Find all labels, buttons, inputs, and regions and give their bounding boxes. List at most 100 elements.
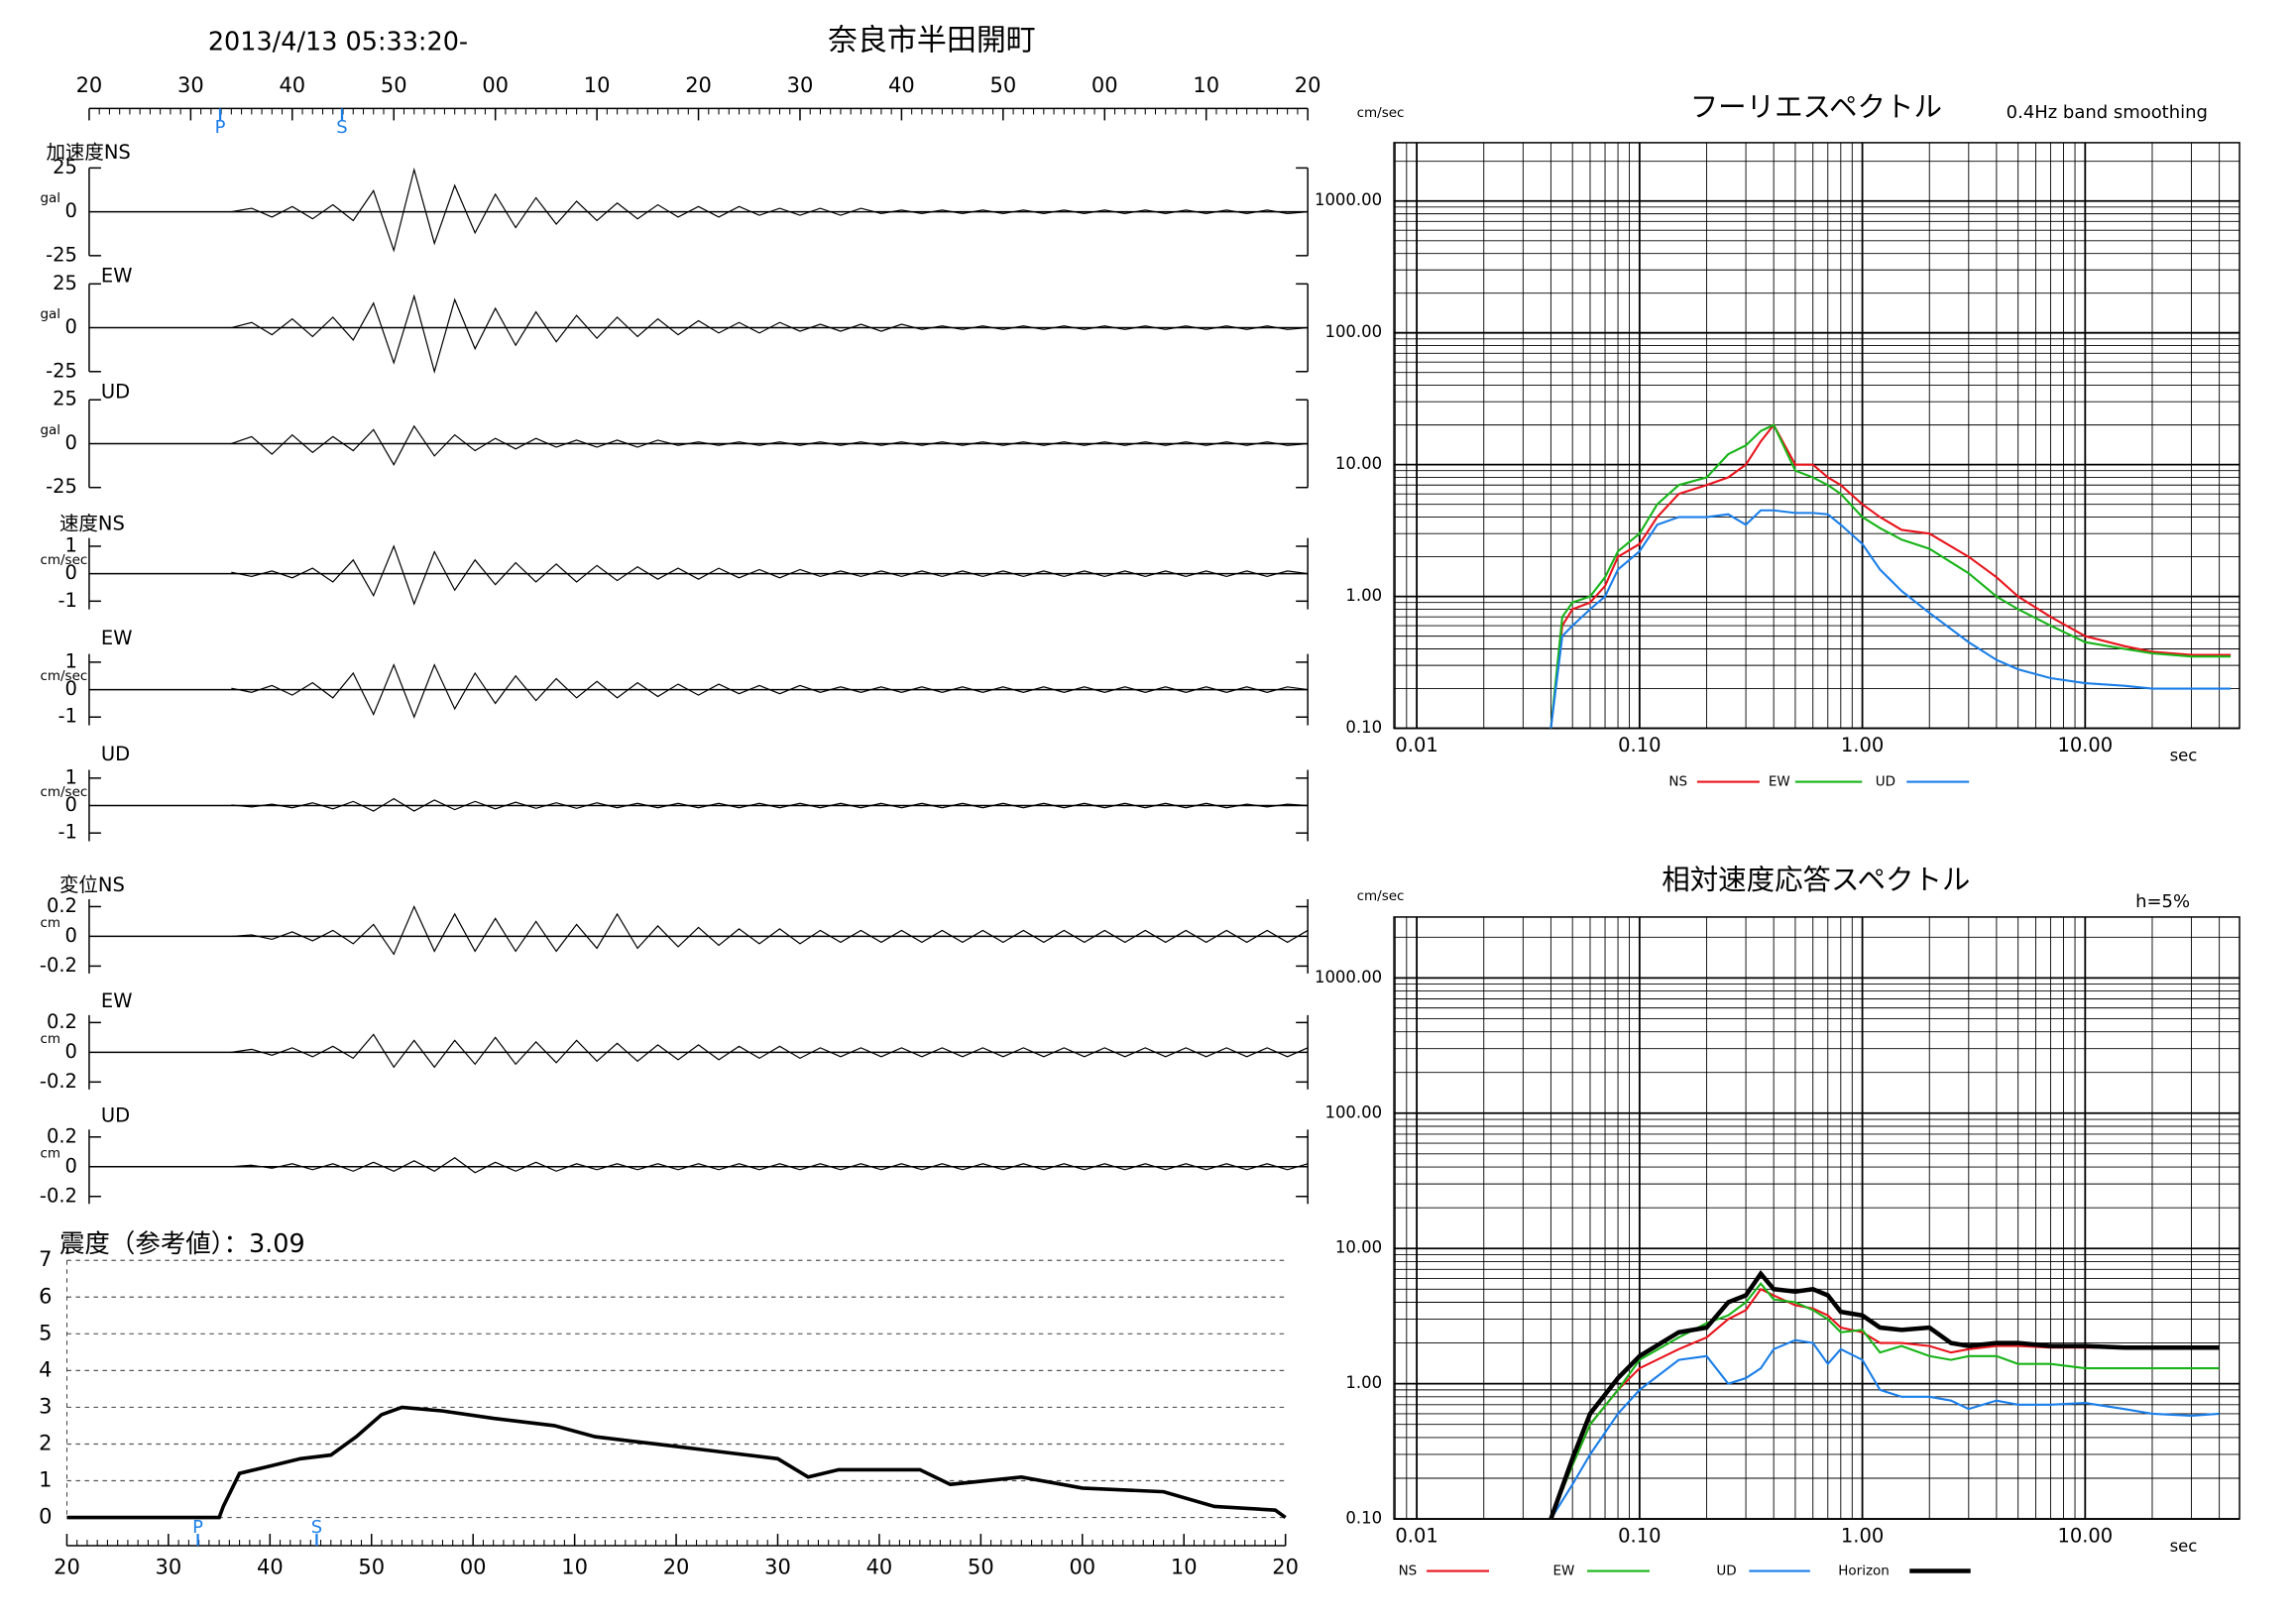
x-tick-label: 0.10 bbox=[1618, 1525, 1661, 1548]
waveform-trace bbox=[231, 1157, 1309, 1174]
y-tick-label: 100.00 bbox=[1324, 322, 1382, 341]
spectrum-line bbox=[1550, 423, 2232, 729]
legend-label: Horizon bbox=[1838, 1564, 1890, 1579]
spectrum-line bbox=[1550, 509, 2232, 729]
waveform-trace bbox=[231, 904, 1309, 956]
trace-name: UD bbox=[101, 380, 130, 403]
x-tick-label: 50 bbox=[968, 1556, 994, 1579]
y-tick-label: -0.2 bbox=[40, 954, 77, 977]
y-tick-label: 25 bbox=[53, 388, 77, 410]
y-tick-label: 0.2 bbox=[47, 894, 77, 917]
y-tick-label: 1000.00 bbox=[1315, 190, 1382, 209]
trace-name: 速度NS bbox=[59, 513, 125, 535]
chart-title: 相対速度応答スペクトル bbox=[1662, 864, 1970, 896]
trace-name: 変位NS bbox=[59, 873, 125, 896]
y-unit: cm/sec bbox=[40, 668, 87, 684]
y-unit: gal bbox=[40, 190, 60, 206]
legend-label: NS bbox=[1399, 1564, 1418, 1579]
y-tick-label: 25 bbox=[53, 272, 77, 294]
x-tick-label: 40 bbox=[279, 73, 305, 97]
y-tick-label: 100.00 bbox=[1324, 1102, 1382, 1121]
legend-label: EW bbox=[1552, 1564, 1574, 1579]
spectrum-line bbox=[1550, 1338, 2220, 1520]
y-unit: gal bbox=[40, 422, 60, 438]
y-tick-label: 2 bbox=[39, 1431, 52, 1454]
trace-name: EW bbox=[101, 989, 133, 1012]
x-tick-label: 20 bbox=[54, 1556, 80, 1579]
phase-label: P bbox=[192, 1517, 203, 1538]
trace-name: UD bbox=[101, 743, 130, 765]
x-tick-label: 40 bbox=[257, 1556, 284, 1579]
waveform-trace bbox=[231, 293, 1309, 375]
x-tick-label: 0.01 bbox=[1395, 734, 1437, 756]
x-axis-label: sec bbox=[2170, 1537, 2198, 1556]
x-tick-label: 10.00 bbox=[2057, 734, 2113, 756]
y-tick-label: 10.00 bbox=[1335, 454, 1382, 473]
x-tick-label: 00 bbox=[1069, 1556, 1095, 1579]
x-tick-label: 50 bbox=[381, 73, 407, 97]
x-tick-label: 30 bbox=[177, 73, 204, 97]
y-tick-label: -1 bbox=[58, 821, 77, 844]
y-unit: cm bbox=[40, 1145, 60, 1161]
y-tick-label: 0 bbox=[39, 1505, 52, 1529]
y-tick-label: 1 bbox=[39, 1468, 52, 1492]
y-tick-label: 0 bbox=[65, 1154, 77, 1177]
y-tick-label: 1 bbox=[65, 765, 77, 788]
y-unit: cm/sec bbox=[40, 552, 87, 568]
station-name: 奈良市半田開町 bbox=[828, 23, 1036, 58]
y-tick-label: 25 bbox=[53, 156, 77, 178]
y-tick-label: 0 bbox=[65, 315, 77, 338]
trace-name: 加速度NS bbox=[46, 141, 130, 164]
x-tick-label: 50 bbox=[990, 73, 1017, 97]
x-tick-label: 0.10 bbox=[1618, 734, 1661, 756]
y-tick-label: 0 bbox=[65, 677, 77, 700]
y-tick-label: 1000.00 bbox=[1315, 968, 1382, 986]
y-tick-label: 7 bbox=[39, 1247, 52, 1271]
y-tick-label: 4 bbox=[39, 1357, 52, 1381]
spectrum-line bbox=[1550, 422, 2232, 729]
x-tick-label: 0.01 bbox=[1395, 1525, 1437, 1548]
y-tick-label: -1 bbox=[58, 705, 77, 728]
y-tick-label: 0.2 bbox=[47, 1010, 77, 1033]
x-tick-label: 10 bbox=[1171, 1556, 1198, 1579]
intensity-line bbox=[66, 1405, 1287, 1520]
x-tick-label: 20 bbox=[1272, 1556, 1299, 1579]
spectrum-line bbox=[1550, 1281, 2220, 1520]
x-axis-label: sec bbox=[2170, 747, 2198, 765]
spectrum-line bbox=[1549, 1270, 2220, 1520]
x-tick-label: 20 bbox=[1295, 73, 1321, 97]
x-tick-label: 30 bbox=[764, 1556, 791, 1579]
y-unit: cm bbox=[40, 915, 60, 931]
y-tick-label: 0 bbox=[65, 561, 77, 584]
y-tick-label: 1.00 bbox=[1345, 586, 1382, 605]
x-tick-label: 20 bbox=[685, 73, 712, 97]
y-tick-label: 0 bbox=[65, 1040, 77, 1063]
x-tick-label: 10 bbox=[1193, 73, 1219, 97]
waveform-trace bbox=[231, 797, 1309, 812]
waveform-trace bbox=[231, 544, 1309, 606]
chart-subtitle: 0.4Hz band smoothing bbox=[2007, 102, 2208, 123]
x-tick-label: 30 bbox=[787, 73, 814, 97]
trace-name: EW bbox=[101, 627, 133, 649]
x-tick-label: 20 bbox=[663, 1556, 690, 1579]
chart-title: 震度（参考値）：3.09 bbox=[59, 1229, 305, 1259]
y-unit: cm/sec bbox=[1357, 888, 1405, 904]
y-tick-label: 0 bbox=[65, 793, 77, 816]
x-tick-label: 10 bbox=[561, 1556, 588, 1579]
x-tick-label: 40 bbox=[866, 1556, 893, 1579]
y-tick-label: 10.00 bbox=[1335, 1238, 1382, 1257]
y-tick-label: -25 bbox=[46, 243, 77, 266]
y-unit: cm bbox=[40, 1031, 60, 1047]
y-tick-label: 5 bbox=[39, 1321, 52, 1344]
y-tick-label: -25 bbox=[46, 475, 77, 498]
x-tick-label: 1.00 bbox=[1841, 734, 1884, 756]
phase-label: P bbox=[215, 117, 226, 138]
x-tick-label: 00 bbox=[1091, 73, 1118, 97]
y-unit: gal bbox=[40, 306, 60, 322]
x-tick-label: 00 bbox=[482, 73, 509, 97]
y-tick-label: -1 bbox=[58, 589, 77, 612]
y-tick-label: 0 bbox=[65, 924, 77, 947]
x-tick-label: 00 bbox=[460, 1556, 487, 1579]
